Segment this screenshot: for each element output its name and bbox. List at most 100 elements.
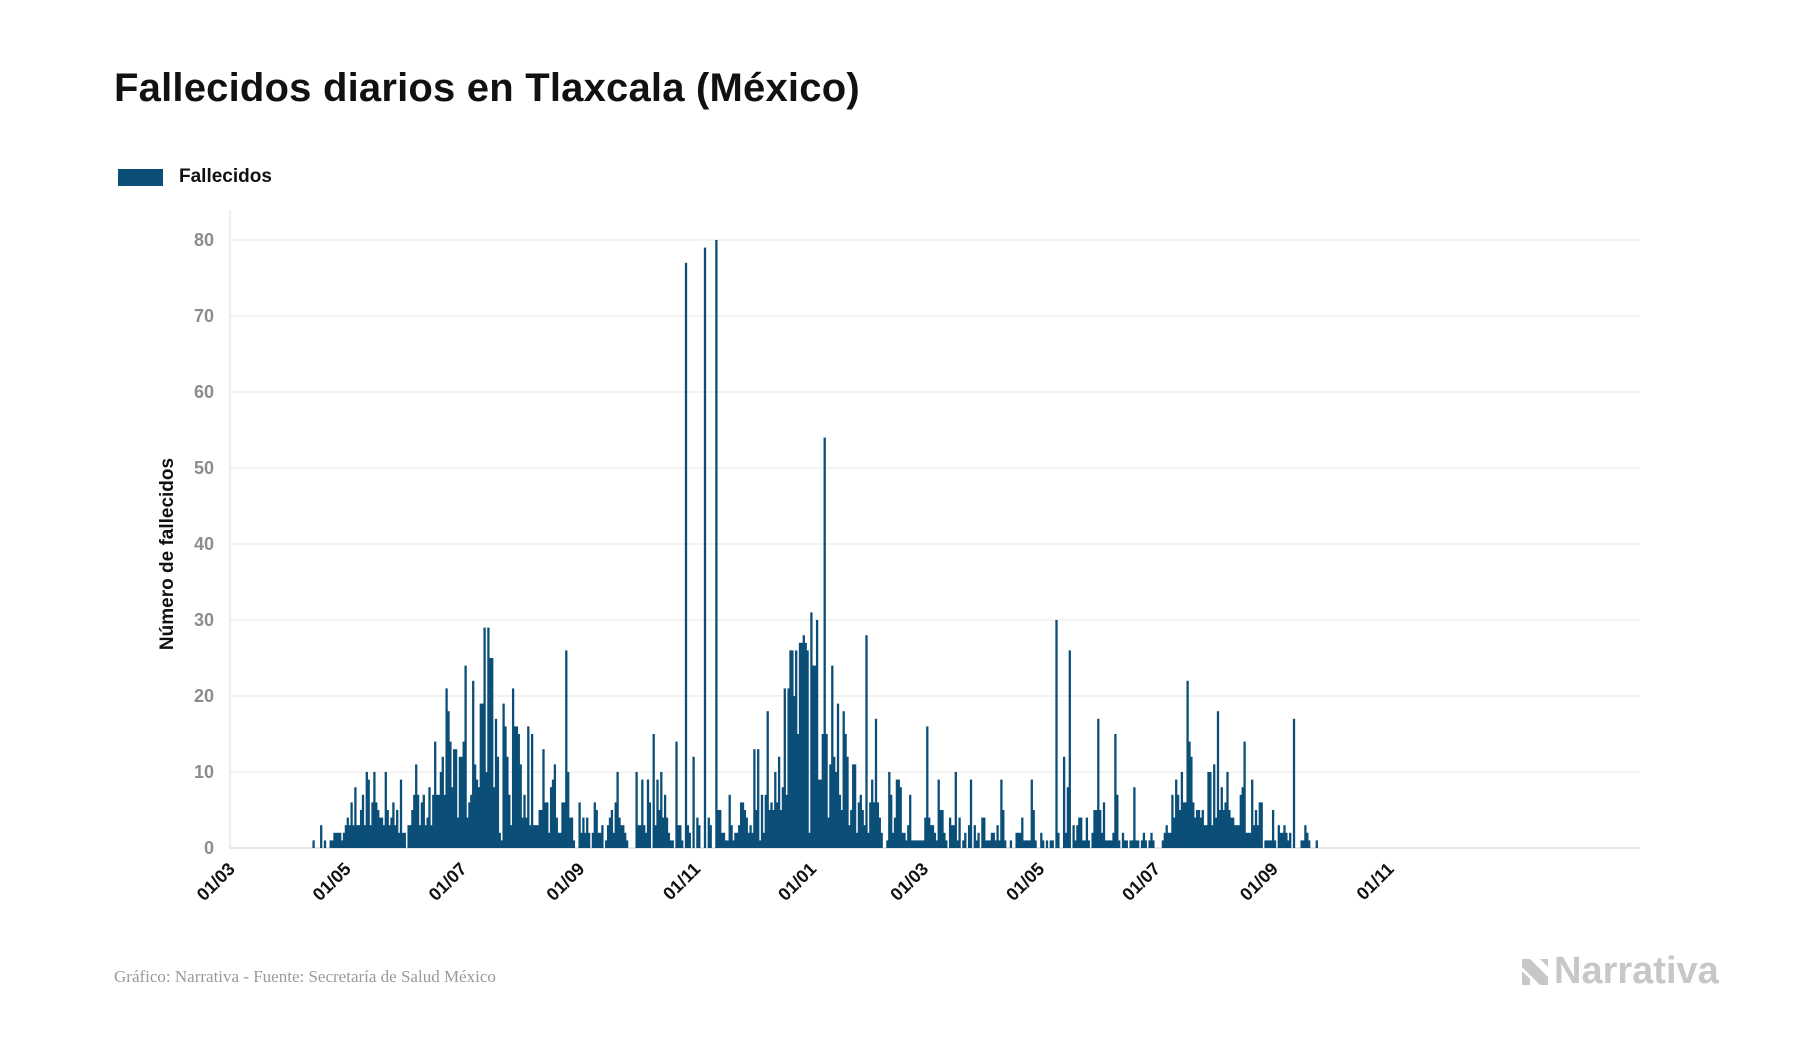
bar [593, 802, 596, 848]
bar [707, 817, 710, 848]
bar [910, 840, 914, 848]
bar [1222, 810, 1225, 848]
bar [724, 840, 728, 848]
bar [785, 794, 788, 848]
bar [1171, 794, 1174, 848]
bar [1002, 810, 1005, 848]
bar [1150, 832, 1153, 848]
bar [1190, 756, 1193, 848]
bar [827, 817, 830, 848]
bar [774, 772, 777, 848]
bar [536, 825, 539, 848]
bar [1281, 832, 1284, 848]
bar [928, 817, 931, 848]
bar [597, 832, 600, 848]
bar [605, 840, 608, 848]
bar [1004, 840, 1007, 848]
bar [639, 825, 642, 848]
bar [561, 802, 564, 848]
bar [943, 832, 946, 848]
bar [563, 802, 566, 848]
bar [836, 703, 840, 848]
bar [635, 772, 638, 848]
bar [1024, 840, 1028, 848]
bar [646, 779, 650, 848]
bar [502, 703, 505, 848]
bar [912, 840, 916, 848]
bar [1042, 840, 1045, 848]
bar [948, 817, 952, 848]
bar [363, 825, 367, 848]
bar [796, 734, 800, 848]
bar [394, 825, 397, 848]
bar [1192, 802, 1195, 848]
bar [753, 749, 756, 848]
bar [654, 825, 657, 848]
bar [772, 810, 775, 848]
bar [359, 810, 363, 848]
bar [555, 817, 558, 848]
bar [1135, 840, 1138, 848]
bar [1072, 825, 1075, 848]
bar [1315, 840, 1318, 848]
bar [846, 756, 849, 848]
bar [477, 787, 481, 848]
bar [817, 779, 821, 848]
bar [415, 764, 418, 848]
bar [608, 817, 612, 848]
bar [709, 825, 712, 848]
x-tick-label: 01/07 [425, 859, 471, 905]
legend-swatch [118, 168, 163, 186]
bar [969, 779, 973, 848]
bar [717, 810, 720, 848]
bar [1125, 840, 1128, 848]
bar [529, 825, 532, 848]
bar [1114, 734, 1117, 848]
bar [323, 840, 327, 848]
bar [451, 787, 454, 848]
bar [1241, 787, 1244, 848]
bar [511, 688, 515, 848]
bar [876, 802, 880, 848]
bar [1169, 832, 1172, 848]
chart-title: Fallecidos diarios en Tlaxcala (México) [114, 66, 860, 110]
y-tick-label: 50 [194, 458, 214, 478]
bar [918, 840, 921, 848]
bar [644, 832, 648, 848]
bar [470, 794, 473, 848]
x-tick-label: 01/11 [659, 859, 704, 904]
bar [1137, 840, 1140, 848]
bar [481, 703, 484, 848]
bar [458, 756, 462, 848]
bar [1133, 787, 1136, 848]
bar [891, 832, 895, 848]
bar [899, 787, 902, 848]
bar [498, 832, 501, 848]
bar [665, 817, 669, 848]
bar [567, 772, 570, 848]
bar [1194, 817, 1197, 848]
bar [1081, 840, 1085, 848]
bar [1205, 825, 1208, 848]
bar [990, 832, 994, 848]
bar [1271, 810, 1275, 848]
bar [624, 832, 627, 848]
bar [798, 642, 802, 848]
bar [1102, 802, 1106, 848]
bar [1308, 840, 1311, 848]
bar [1091, 832, 1094, 848]
bar [662, 817, 665, 848]
bar [454, 749, 458, 848]
x-tick-label: 01/05 [309, 859, 355, 905]
bar [1180, 772, 1184, 848]
bar [350, 802, 353, 848]
bar [373, 772, 376, 848]
bar [825, 734, 828, 848]
bar [1097, 718, 1100, 848]
bar [1197, 810, 1201, 848]
bar [464, 665, 467, 848]
bar [671, 840, 674, 848]
bar [895, 779, 899, 848]
bar [726, 840, 729, 848]
bar [905, 840, 908, 848]
